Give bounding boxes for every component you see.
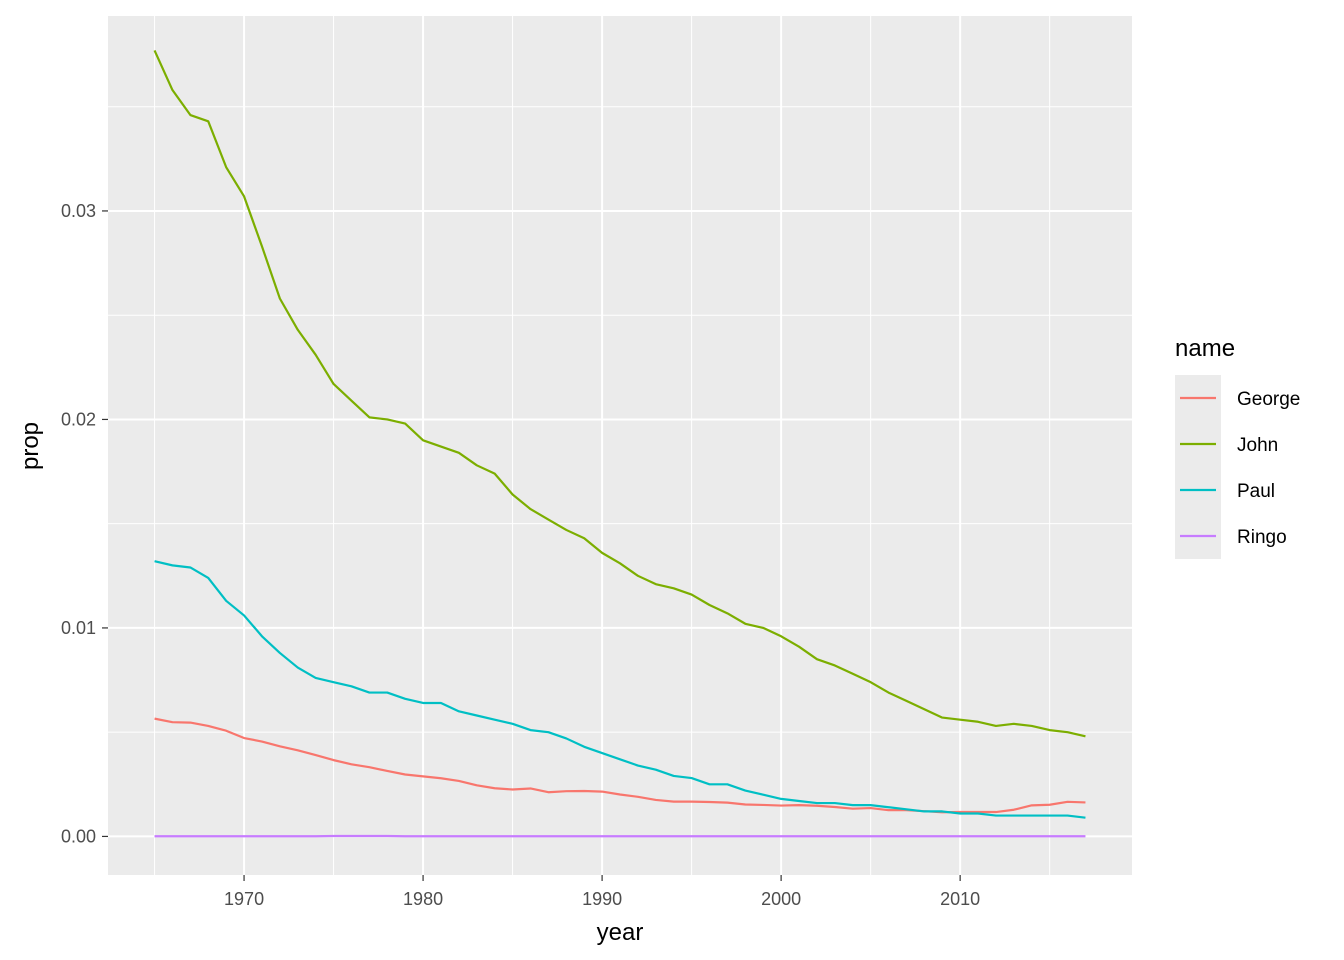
- x-tick-label: 1970: [224, 889, 264, 909]
- y-axis-title: prop: [17, 422, 44, 470]
- x-axis-title: year: [597, 919, 644, 946]
- legend: name George John Paul Ringo: [1175, 335, 1300, 559]
- legend-label-paul: Paul: [1237, 481, 1275, 502]
- y-tick-label: 0.02: [61, 409, 96, 429]
- legend-label-john: John: [1237, 435, 1278, 456]
- plot-panel: [108, 16, 1132, 875]
- y-tick-label: 0.01: [61, 618, 96, 638]
- x-tick-label: 2010: [940, 889, 980, 909]
- legend-title: name: [1175, 335, 1235, 362]
- y-tick-label: 0.03: [61, 201, 96, 221]
- series-lines: [153, 49, 1086, 838]
- minor-gridlines: [108, 16, 1132, 875]
- x-tick-label: 2000: [761, 889, 801, 909]
- series-line-paul: [154, 560, 1086, 819]
- x-tick-label: 1980: [403, 889, 443, 909]
- y-tick-label: 0.00: [61, 826, 96, 846]
- x-axis-ticks: 1970 1980 1990 2000 2010: [224, 875, 980, 909]
- legend-label-ringo: Ringo: [1237, 527, 1287, 548]
- x-tick-label: 1990: [582, 889, 622, 909]
- legend-label-george: George: [1237, 389, 1300, 410]
- major-gridlines: [108, 16, 1132, 875]
- series-line-john: [153, 49, 1086, 738]
- y-axis-ticks: 0.00 0.01 0.02 0.03: [61, 201, 108, 846]
